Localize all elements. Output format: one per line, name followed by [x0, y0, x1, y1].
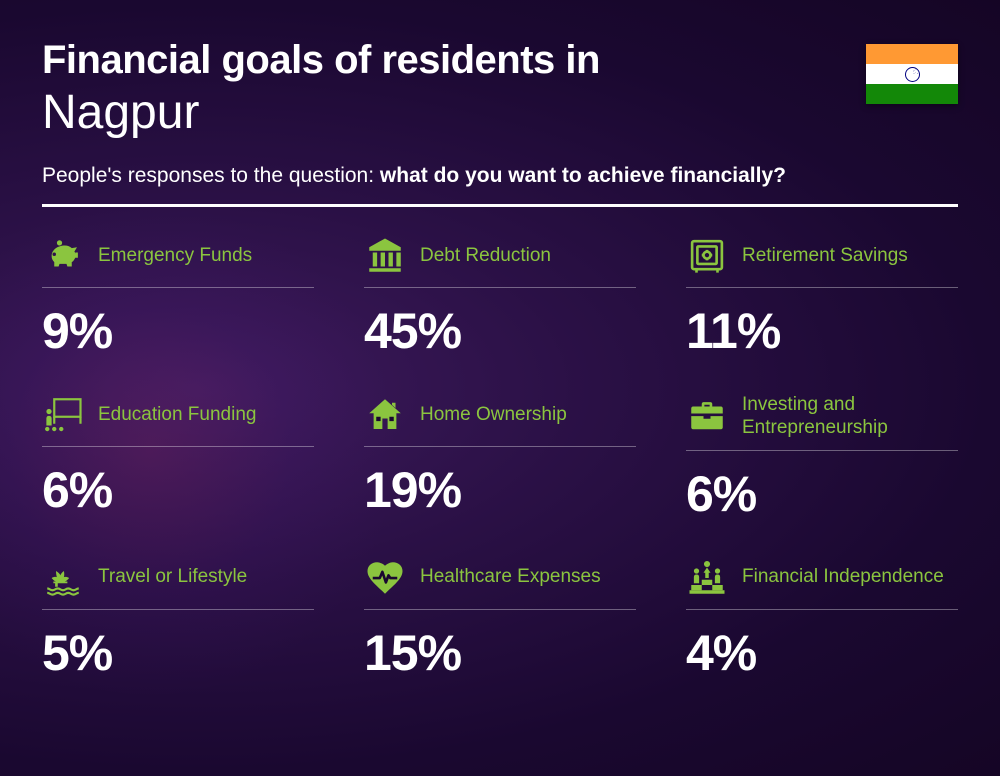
goal-label: Home Ownership: [420, 404, 567, 427]
goal-value: 11%: [686, 302, 958, 360]
goals-grid: Emergency Funds 9% Debt Reduction 45% Re…: [42, 235, 958, 682]
travel-icon: [42, 557, 84, 599]
title-line1: Financial goals of residents in: [42, 38, 866, 83]
goal-head: Home Ownership: [364, 394, 636, 447]
goal-value: 45%: [364, 302, 636, 360]
divider: [42, 204, 958, 207]
ashoka-chakra-icon: [905, 67, 920, 82]
goal-head: Education Funding: [42, 394, 314, 447]
flag-stripe-saffron: [866, 44, 958, 64]
goal-retirement-savings: Retirement Savings 11%: [686, 235, 958, 360]
goal-debt-reduction: Debt Reduction 45%: [364, 235, 636, 360]
goal-value: 6%: [42, 461, 314, 519]
goal-head: Financial Independence: [686, 557, 958, 610]
goal-home-ownership: Home Ownership 19%: [364, 394, 636, 523]
goal-label: Debt Reduction: [420, 245, 551, 268]
subtitle-bold: what do you want to achieve financially?: [380, 164, 786, 187]
subtitle-prefix: People's responses to the question:: [42, 164, 380, 187]
flag-stripe-white: [866, 64, 958, 84]
flag-stripe-green: [866, 84, 958, 104]
goal-investing-entrepreneurship: Investing and Entrepreneurship 6%: [686, 394, 958, 523]
goal-emergency-funds: Emergency Funds 9%: [42, 235, 314, 360]
goal-head: Investing and Entrepreneurship: [686, 394, 958, 451]
goal-value: 5%: [42, 624, 314, 682]
goal-travel-lifestyle: Travel or Lifestyle 5%: [42, 557, 314, 682]
goal-value: 9%: [42, 302, 314, 360]
piggy-bank-icon: [42, 235, 84, 277]
briefcase-icon: [686, 396, 728, 438]
bank-icon: [364, 235, 406, 277]
goal-label: Investing and Entrepreneurship: [742, 394, 958, 440]
independence-icon: [686, 557, 728, 599]
goal-value: 19%: [364, 461, 636, 519]
india-flag-icon: [866, 44, 958, 104]
goal-head: Debt Reduction: [364, 235, 636, 288]
goal-head: Emergency Funds: [42, 235, 314, 288]
title-block: Financial goals of residents in Nagpur: [42, 38, 866, 140]
goal-value: 4%: [686, 624, 958, 682]
goal-label: Travel or Lifestyle: [98, 566, 247, 589]
goal-education-funding: Education Funding 6%: [42, 394, 314, 523]
goal-label: Education Funding: [98, 404, 256, 427]
education-icon: [42, 394, 84, 436]
subtitle: People's responses to the question: what…: [42, 164, 958, 188]
healthcare-icon: [364, 557, 406, 599]
goal-value: 15%: [364, 624, 636, 682]
house-icon: [364, 394, 406, 436]
goal-healthcare-expenses: Healthcare Expenses 15%: [364, 557, 636, 682]
safe-icon: [686, 235, 728, 277]
goal-label: Emergency Funds: [98, 245, 252, 268]
infographic-container: Financial goals of residents in Nagpur P…: [0, 0, 1000, 776]
header-row: Financial goals of residents in Nagpur: [42, 38, 958, 140]
goal-value: 6%: [686, 465, 958, 523]
goal-label: Healthcare Expenses: [420, 566, 601, 589]
goal-label: Financial Independence: [742, 566, 944, 589]
goal-head: Healthcare Expenses: [364, 557, 636, 610]
title-city: Nagpur: [42, 85, 866, 140]
goal-financial-independence: Financial Independence 4%: [686, 557, 958, 682]
goal-label: Retirement Savings: [742, 245, 908, 268]
goal-head: Travel or Lifestyle: [42, 557, 314, 610]
goal-head: Retirement Savings: [686, 235, 958, 288]
